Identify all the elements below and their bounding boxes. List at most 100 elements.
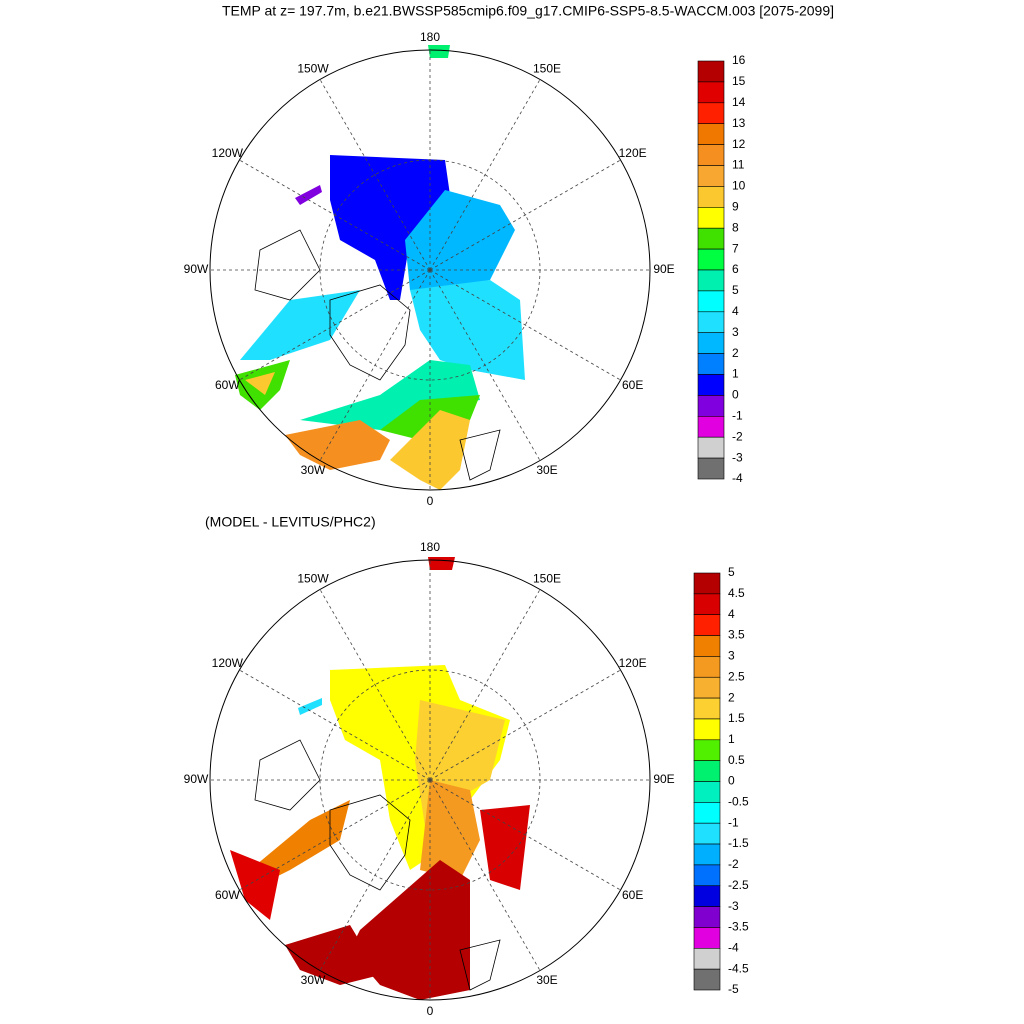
longitude-label: 30E (536, 973, 557, 987)
longitude-label: 90E (653, 262, 674, 276)
colorbar-label: 4.5 (728, 586, 745, 600)
field (405, 190, 515, 290)
colorbar-label: -5 (728, 982, 739, 996)
field (240, 290, 360, 360)
field (285, 420, 390, 470)
colorbar-box (693, 802, 721, 824)
field (295, 185, 322, 205)
colorbar-box (693, 718, 721, 741)
colorbar-label: 4 (732, 304, 739, 318)
field (250, 800, 350, 880)
meridian (319, 269, 431, 461)
colorbar-label: 1.5 (728, 711, 745, 725)
colorbar-box (693, 864, 721, 887)
colorbar-label: 0 (728, 774, 735, 788)
colorbar-box (697, 395, 725, 417)
longitude-label: 150W (297, 61, 329, 75)
colorbar-label: 16 (732, 53, 746, 67)
field (298, 698, 322, 715)
colorbar-box (697, 60, 725, 83)
longitude-label: 90W (184, 772, 209, 786)
meridian (239, 669, 431, 781)
longitude-label: 60W (215, 378, 240, 392)
colorbar-label: 2 (728, 690, 735, 704)
colorbar-box (697, 81, 725, 104)
field (350, 860, 470, 1000)
map-top-fields (235, 45, 525, 490)
colorbar-label: 2.5 (728, 669, 745, 683)
colorbar-box (697, 457, 725, 480)
field (230, 850, 280, 920)
colorbar-box (693, 676, 721, 699)
field (480, 805, 530, 890)
colorbar-label: -2 (728, 857, 739, 871)
colorbar-box (697, 165, 725, 187)
colorbar-box (697, 144, 725, 166)
colorbar-label: -0.5 (728, 795, 749, 809)
colorbar-box (697, 207, 725, 229)
colorbar-box (693, 656, 721, 678)
colorbar-box (693, 739, 721, 761)
longitude-label: 180 (420, 30, 440, 44)
colorbar-box (693, 906, 721, 928)
field (410, 280, 525, 380)
longitude-label: 150W (297, 571, 329, 585)
colorbar-label: 13 (732, 116, 746, 130)
colorbar-box (697, 311, 725, 333)
coastline (254, 739, 501, 991)
longitude-label: 120W (212, 146, 244, 160)
colorbar-box (697, 415, 725, 438)
meridian (429, 269, 621, 381)
meridian (429, 159, 621, 271)
colorbar-box (697, 123, 725, 145)
field (245, 372, 275, 395)
longitude-label: 30W (301, 463, 326, 477)
meridian (429, 269, 541, 461)
colorbar-label: 4 (728, 607, 735, 621)
colorbar-box (697, 269, 725, 292)
meridian (429, 779, 541, 971)
map-boundary (209, 49, 651, 491)
field (330, 155, 450, 300)
colorbar-label: -1 (732, 408, 743, 422)
colorbar-label: 3 (728, 649, 735, 663)
meridian (239, 269, 431, 381)
colorbar-box (693, 947, 721, 970)
longitude-label: 60W (215, 888, 240, 902)
meridian (429, 669, 621, 781)
colorbar-label: 5 (732, 283, 739, 297)
colorbar-label: 1 (732, 367, 739, 381)
longitude-label: 120E (619, 146, 647, 160)
longitude-label: 60E (622, 888, 643, 902)
colorbar-box (693, 885, 721, 907)
colorbar-label: -3 (732, 450, 743, 464)
colorbar-label: 3 (732, 325, 739, 339)
field (300, 360, 480, 430)
longitude-label: 30E (536, 463, 557, 477)
colorbar-box (697, 227, 725, 250)
meridian (429, 779, 621, 891)
colorbar-label: -4 (732, 471, 743, 485)
colorbar-box (697, 290, 725, 313)
field (420, 780, 480, 880)
longitude-label: 30W (301, 973, 326, 987)
colorbar-label: 12 (732, 137, 746, 151)
longitude-label: 0 (427, 494, 434, 508)
colorbar-box (697, 332, 725, 354)
meridian (429, 589, 541, 781)
map-subtitle: (MODEL - LEVITUS/PHC2) (205, 514, 376, 530)
coastline (329, 794, 411, 891)
colorbar-box (697, 353, 725, 375)
longitude-label: 90W (184, 262, 209, 276)
meridian (239, 159, 431, 271)
longitude-label: 150E (533, 571, 561, 585)
field (428, 45, 450, 58)
colorbar-box (693, 760, 721, 782)
colorbar-box (693, 968, 721, 991)
colorbar-box (693, 593, 721, 615)
meridian (239, 779, 431, 891)
colorbar-box (693, 635, 721, 657)
longitude-label: 60E (622, 378, 643, 392)
longitude-label: 90E (653, 772, 674, 786)
